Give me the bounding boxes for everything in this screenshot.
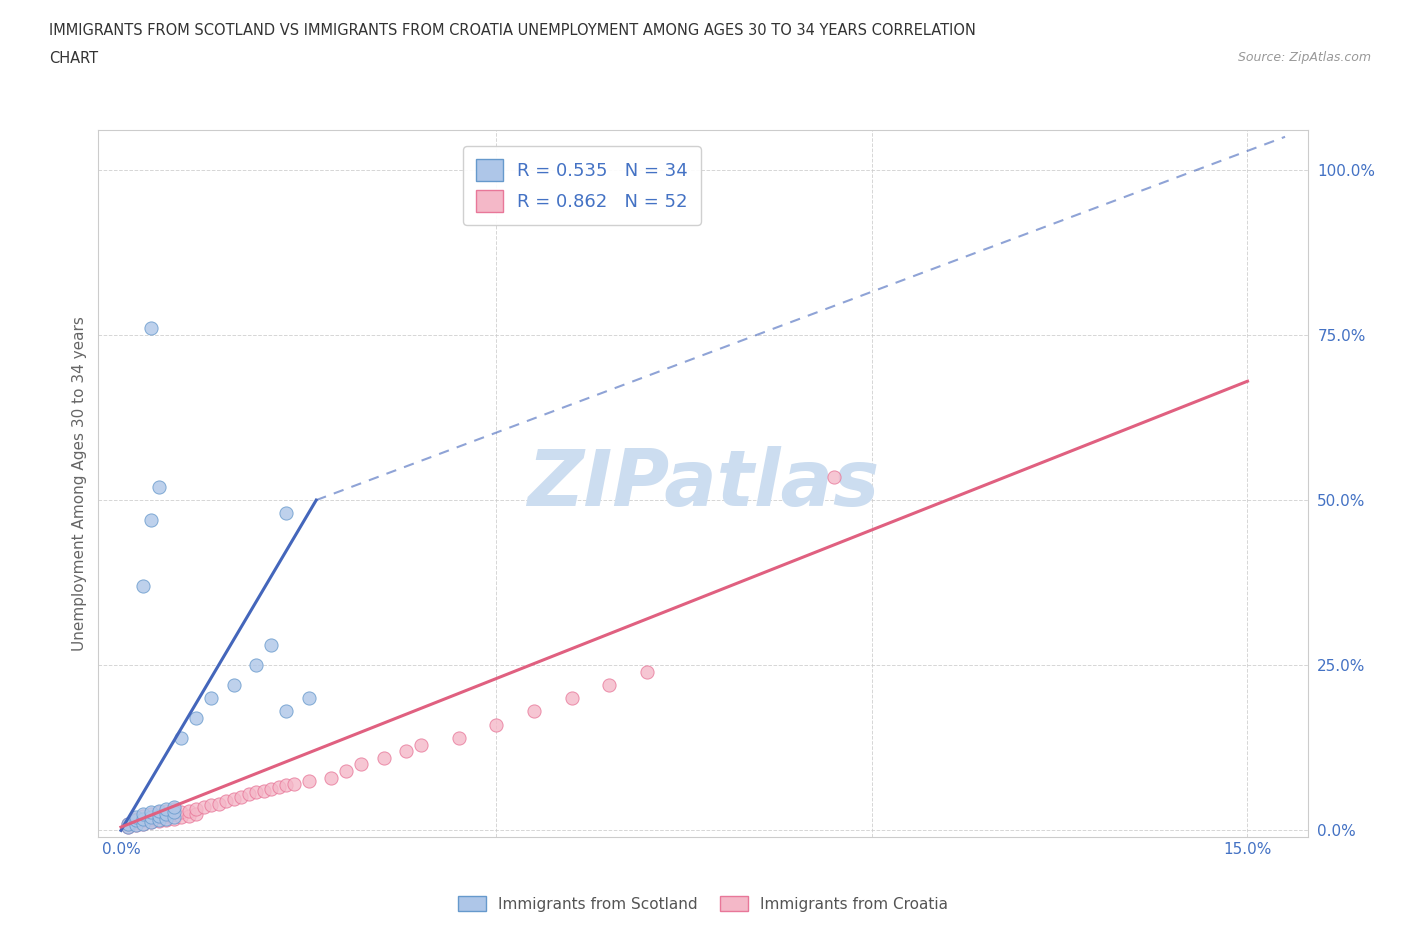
Point bbox=[447, 730, 470, 745]
Legend: Immigrants from Scotland, Immigrants from Croatia: Immigrants from Scotland, Immigrants fro… bbox=[451, 889, 955, 918]
Point bbox=[132, 578, 155, 593]
Point bbox=[162, 800, 184, 815]
Point bbox=[200, 691, 222, 706]
Point bbox=[148, 480, 170, 495]
Y-axis label: Unemployment Among Ages 30 to 34 years: Unemployment Among Ages 30 to 34 years bbox=[72, 316, 87, 651]
Point bbox=[139, 810, 162, 825]
Point bbox=[132, 811, 155, 826]
Point bbox=[125, 815, 148, 830]
Point bbox=[162, 810, 184, 825]
Point bbox=[253, 783, 276, 798]
Point bbox=[139, 815, 162, 830]
Point bbox=[125, 817, 148, 832]
Point bbox=[222, 791, 245, 806]
Point bbox=[155, 811, 177, 826]
Point bbox=[267, 780, 290, 795]
Point bbox=[139, 806, 162, 821]
Point bbox=[177, 804, 200, 818]
Point bbox=[117, 817, 139, 831]
Point bbox=[411, 737, 433, 752]
Point bbox=[321, 770, 343, 785]
Point bbox=[132, 806, 155, 821]
Point bbox=[148, 808, 170, 823]
Point bbox=[335, 764, 357, 778]
Point bbox=[162, 804, 184, 819]
Point bbox=[823, 470, 845, 485]
Text: CHART: CHART bbox=[49, 51, 98, 66]
Point bbox=[132, 817, 155, 831]
Point bbox=[598, 678, 620, 693]
Point bbox=[350, 757, 373, 772]
Point bbox=[561, 691, 583, 706]
Point bbox=[132, 808, 155, 823]
Point bbox=[117, 817, 139, 831]
Text: ZIPatlas: ZIPatlas bbox=[527, 445, 879, 522]
Point bbox=[222, 678, 245, 693]
Point bbox=[139, 512, 162, 527]
Point bbox=[139, 815, 162, 830]
Point bbox=[193, 800, 215, 815]
Point bbox=[155, 813, 177, 828]
Point bbox=[125, 813, 148, 828]
Point bbox=[283, 777, 305, 791]
Point bbox=[148, 804, 170, 818]
Point bbox=[117, 819, 139, 834]
Point bbox=[155, 806, 177, 821]
Point bbox=[148, 813, 170, 828]
Point bbox=[155, 808, 177, 823]
Point bbox=[260, 638, 283, 653]
Point bbox=[139, 804, 162, 819]
Point bbox=[523, 704, 546, 719]
Point bbox=[155, 804, 177, 818]
Point bbox=[170, 810, 193, 825]
Point bbox=[177, 808, 200, 823]
Point bbox=[170, 730, 193, 745]
Point bbox=[139, 811, 162, 826]
Point bbox=[395, 744, 418, 759]
Point bbox=[170, 804, 193, 819]
Point bbox=[125, 810, 148, 825]
Point bbox=[125, 817, 148, 832]
Point bbox=[245, 785, 267, 800]
Text: IMMIGRANTS FROM SCOTLAND VS IMMIGRANTS FROM CROATIA UNEMPLOYMENT AMONG AGES 30 T: IMMIGRANTS FROM SCOTLAND VS IMMIGRANTS F… bbox=[49, 23, 976, 38]
Legend: R = 0.535   N = 34, R = 0.862   N = 52: R = 0.535 N = 34, R = 0.862 N = 52 bbox=[464, 146, 700, 225]
Point bbox=[276, 704, 298, 719]
Point bbox=[276, 778, 298, 793]
Point bbox=[298, 691, 321, 706]
Point bbox=[117, 819, 139, 834]
Point bbox=[229, 790, 252, 804]
Point bbox=[298, 774, 321, 789]
Point bbox=[148, 814, 170, 829]
Text: Source: ZipAtlas.com: Source: ZipAtlas.com bbox=[1237, 51, 1371, 64]
Point bbox=[139, 321, 162, 336]
Point bbox=[245, 658, 267, 672]
Point bbox=[200, 798, 222, 813]
Point bbox=[373, 751, 395, 765]
Point bbox=[162, 806, 184, 821]
Point bbox=[184, 711, 207, 725]
Point bbox=[260, 782, 283, 797]
Point bbox=[215, 793, 238, 808]
Point bbox=[162, 811, 184, 826]
Point bbox=[162, 802, 184, 817]
Point bbox=[155, 802, 177, 817]
Point bbox=[148, 804, 170, 819]
Point bbox=[148, 810, 170, 825]
Point bbox=[184, 802, 207, 817]
Point bbox=[636, 664, 658, 679]
Point bbox=[276, 506, 298, 521]
Point bbox=[207, 796, 229, 811]
Point bbox=[132, 817, 155, 831]
Point bbox=[485, 717, 508, 732]
Point bbox=[125, 811, 148, 826]
Point bbox=[132, 813, 155, 828]
Point bbox=[238, 787, 260, 802]
Point bbox=[184, 806, 207, 821]
